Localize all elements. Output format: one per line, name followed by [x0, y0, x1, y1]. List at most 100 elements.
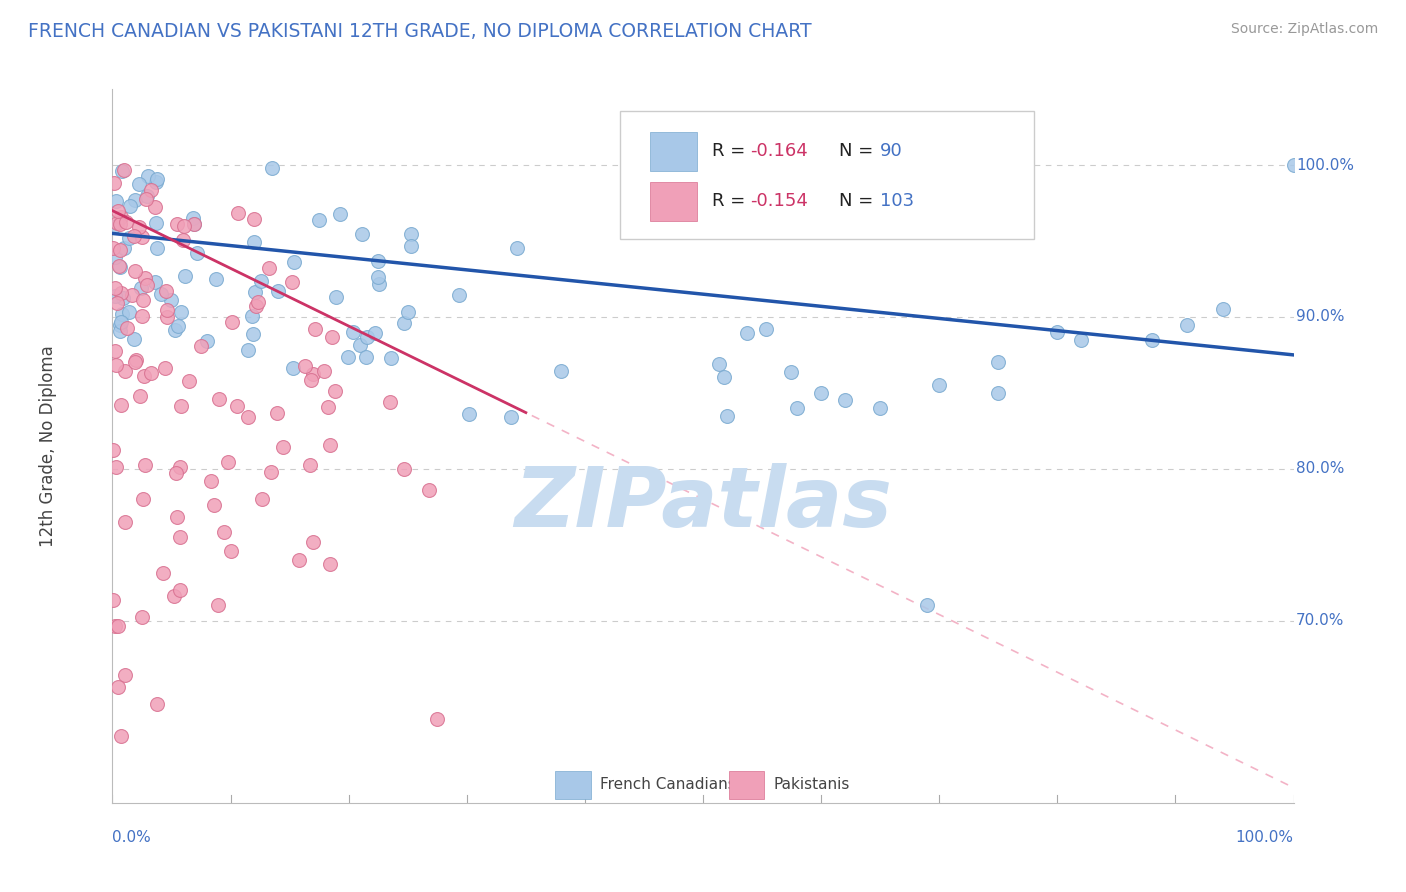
Point	[1046, 325, 1069, 339]
Point	[163, 589, 186, 603]
Point	[392, 462, 415, 476]
Point	[316, 400, 339, 414]
Point	[200, 475, 222, 489]
Point	[217, 455, 239, 469]
Text: 0.0%: 0.0%	[112, 830, 152, 845]
Point	[250, 274, 273, 288]
Point	[110, 398, 132, 412]
Point	[550, 364, 572, 378]
Point	[183, 217, 205, 231]
Point	[207, 598, 229, 612]
Point	[166, 318, 188, 333]
Point	[110, 285, 132, 300]
Text: 90: 90	[880, 143, 903, 161]
Point	[356, 330, 378, 344]
Text: 100.0%: 100.0%	[1236, 830, 1294, 845]
Point	[152, 566, 174, 580]
Point	[301, 534, 323, 549]
Text: 100.0%: 100.0%	[1296, 158, 1354, 173]
FancyBboxPatch shape	[728, 771, 765, 799]
Point	[150, 287, 173, 301]
Point	[134, 368, 156, 383]
Point	[101, 241, 124, 255]
Point	[114, 668, 136, 682]
Point	[166, 217, 188, 231]
Point	[281, 275, 304, 289]
Text: R =: R =	[713, 193, 751, 211]
Point	[1070, 333, 1092, 347]
Point	[208, 392, 231, 406]
Point	[501, 409, 523, 424]
Point	[111, 291, 134, 305]
Point	[257, 260, 280, 275]
Point	[143, 275, 166, 289]
Text: FRENCH CANADIAN VS PAKISTANI 12TH GRADE, NO DIPLOMA CORRELATION CHART: FRENCH CANADIAN VS PAKISTANI 12TH GRADE,…	[28, 22, 811, 41]
Point	[319, 557, 342, 571]
Point	[124, 354, 146, 368]
Point	[755, 322, 778, 336]
Text: -0.154: -0.154	[751, 193, 808, 211]
Point	[145, 242, 167, 256]
Point	[107, 619, 129, 633]
Point	[319, 438, 342, 452]
Point	[170, 305, 193, 319]
Point	[131, 230, 153, 244]
Point	[426, 712, 449, 726]
Point	[367, 254, 389, 268]
Point	[115, 321, 138, 335]
Point	[399, 239, 422, 253]
Point	[104, 281, 127, 295]
Text: French Canadians: French Canadians	[600, 778, 735, 792]
Point	[221, 314, 243, 328]
Point	[1212, 302, 1234, 317]
Point	[155, 310, 177, 324]
Point	[267, 284, 290, 298]
Point	[108, 324, 131, 338]
Point	[105, 359, 128, 373]
Point	[367, 277, 389, 291]
Point	[114, 364, 136, 378]
Point	[105, 216, 128, 230]
Point	[183, 217, 205, 231]
Point	[155, 285, 177, 299]
Point	[122, 228, 145, 243]
Point	[177, 374, 200, 388]
Point	[110, 318, 132, 332]
Point	[136, 169, 159, 183]
Point	[917, 599, 939, 613]
Point	[101, 442, 124, 457]
Point	[266, 406, 288, 420]
Point	[1282, 158, 1305, 172]
Point	[124, 193, 146, 207]
Point	[108, 243, 131, 257]
Point	[283, 254, 305, 268]
Point	[713, 370, 735, 384]
Point	[325, 290, 347, 304]
Point	[110, 210, 132, 224]
Point	[132, 492, 155, 507]
Point	[786, 401, 808, 415]
Point	[103, 176, 125, 190]
Point	[219, 544, 242, 558]
Point	[107, 680, 129, 694]
Point	[271, 440, 294, 454]
Text: 80.0%: 80.0%	[1296, 461, 1344, 476]
Point	[707, 357, 730, 371]
Point	[299, 458, 322, 473]
Point	[810, 385, 832, 400]
Point	[135, 193, 157, 207]
Point	[118, 199, 141, 213]
Point	[378, 395, 401, 409]
Point	[110, 729, 132, 743]
Point	[169, 399, 191, 413]
Point	[132, 293, 155, 307]
Point	[110, 260, 132, 274]
Point	[115, 215, 138, 229]
Point	[447, 288, 470, 302]
Point	[103, 219, 125, 234]
Point	[987, 385, 1010, 400]
Point	[104, 619, 127, 633]
Point	[169, 582, 191, 597]
Point	[114, 516, 136, 530]
Point	[125, 353, 148, 368]
